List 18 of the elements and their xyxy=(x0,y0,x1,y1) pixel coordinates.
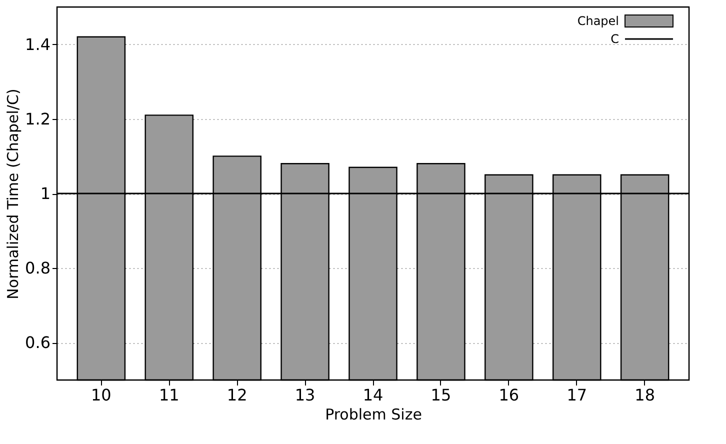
x-tick-label: 18 xyxy=(634,386,656,404)
x-axis-title: Problem Size xyxy=(325,406,422,424)
x-tick-label: 13 xyxy=(294,386,316,404)
x-tick-label: 11 xyxy=(158,386,180,404)
legend-label: C xyxy=(610,32,619,46)
legend-label: Chapel xyxy=(577,14,619,28)
x-tick-label: 17 xyxy=(566,386,588,404)
x-tick-label: 14 xyxy=(362,386,384,404)
y-tick-label: 1 xyxy=(40,184,50,203)
x-tick-label: 15 xyxy=(430,386,452,404)
y-tick-label: 0.8 xyxy=(25,258,50,278)
y-tick-label: 1.4 xyxy=(25,34,50,54)
y-tick-label: 0.6 xyxy=(25,333,50,352)
y-tick-label: 1.2 xyxy=(25,109,50,128)
x-tick-label: 12 xyxy=(226,386,248,404)
y-axis-title: Normalized Time (Chapel/C) xyxy=(4,88,22,300)
x-tick-label: 16 xyxy=(498,386,520,404)
x-tick-label: 10 xyxy=(90,386,112,404)
